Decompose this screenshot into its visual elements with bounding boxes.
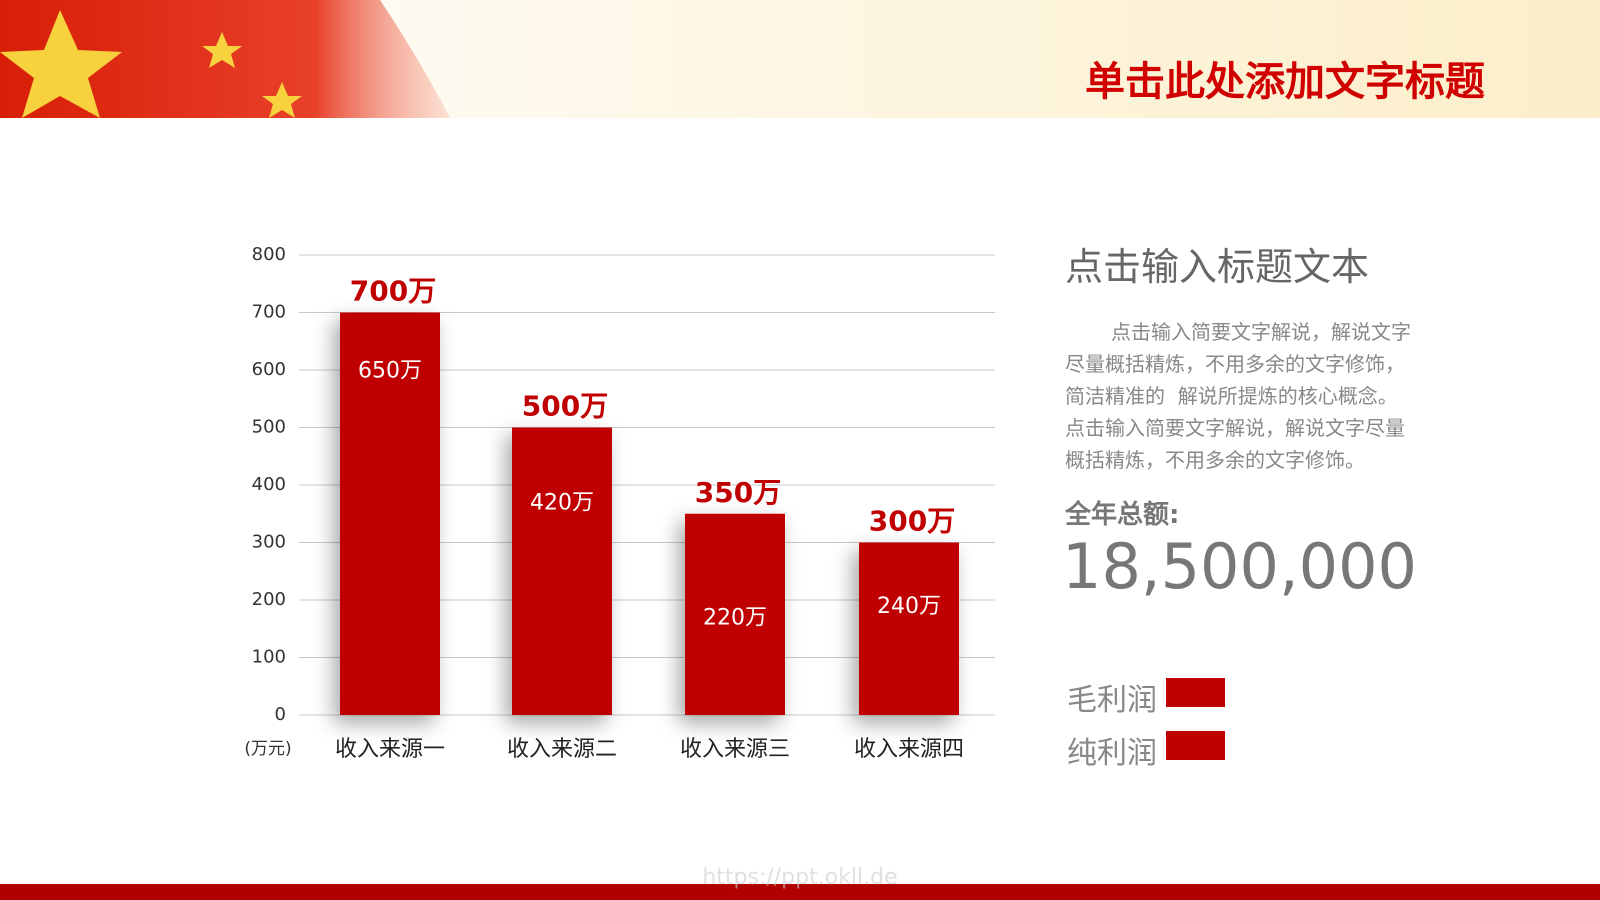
paragraph-line: 点击输入简要文字解说，解说文字 xyxy=(1111,320,1411,344)
y-tick-label: 400 xyxy=(252,474,286,495)
y-unit: (万元) xyxy=(244,739,291,759)
legend-swatch xyxy=(1166,731,1225,760)
total-value: 18,500,000 xyxy=(1062,530,1417,603)
y-tick-label: 800 xyxy=(252,244,286,265)
inner-label: 420万 xyxy=(530,491,594,516)
x-tick-label: 收入来源二 xyxy=(507,737,617,762)
header-title: 单击此处添加文字标题 xyxy=(1085,59,1485,105)
y-tick-label: 200 xyxy=(252,589,286,610)
data-label: 350万 xyxy=(695,476,781,509)
star xyxy=(0,10,122,118)
x-tick-label: 收入来源四 xyxy=(854,737,964,762)
y-tick-label: 0 xyxy=(275,704,286,725)
inner-label: 220万 xyxy=(703,606,767,631)
bar xyxy=(859,542,959,715)
y-tick-label: 300 xyxy=(252,532,286,553)
star xyxy=(262,82,302,118)
data-label: 500万 xyxy=(522,390,608,423)
bar xyxy=(340,312,440,715)
data-label: 700万 xyxy=(350,275,436,308)
y-tick-label: 700 xyxy=(252,302,286,323)
data-label: 300万 xyxy=(869,505,955,538)
y-tick-label: 600 xyxy=(252,359,286,380)
side-title: 点击输入标题文本 xyxy=(1065,245,1370,289)
x-tick-label: 收入来源一 xyxy=(335,737,445,762)
bar xyxy=(512,427,612,715)
total-label: 全年总额: xyxy=(1065,500,1180,530)
inner-label: 240万 xyxy=(877,594,941,619)
bar xyxy=(685,513,785,715)
star xyxy=(202,32,242,68)
legend-label: 纯利润 xyxy=(1067,736,1157,771)
y-tick-label: 100 xyxy=(252,647,286,668)
legend-swatch xyxy=(1166,678,1225,707)
y-tick-label: 500 xyxy=(252,417,286,438)
footer-band xyxy=(0,884,1600,900)
watermark: https://ppt.okll.de xyxy=(702,865,897,890)
paragraph-line: 点击输入简要文字解说，解说文字尽量 xyxy=(1065,416,1405,440)
legend-label: 毛利润 xyxy=(1067,683,1157,718)
inner-label: 650万 xyxy=(358,358,422,383)
paragraph-line: 概括精炼，不用多余的文字修饰。 xyxy=(1065,448,1365,472)
paragraph-line: 简洁精准的 解说所提炼的核心概念。 xyxy=(1065,384,1398,408)
x-tick-label: 收入来源三 xyxy=(680,737,790,762)
paragraph-line: 尽量概括精炼，不用多余的文字修饰， xyxy=(1065,352,1405,376)
